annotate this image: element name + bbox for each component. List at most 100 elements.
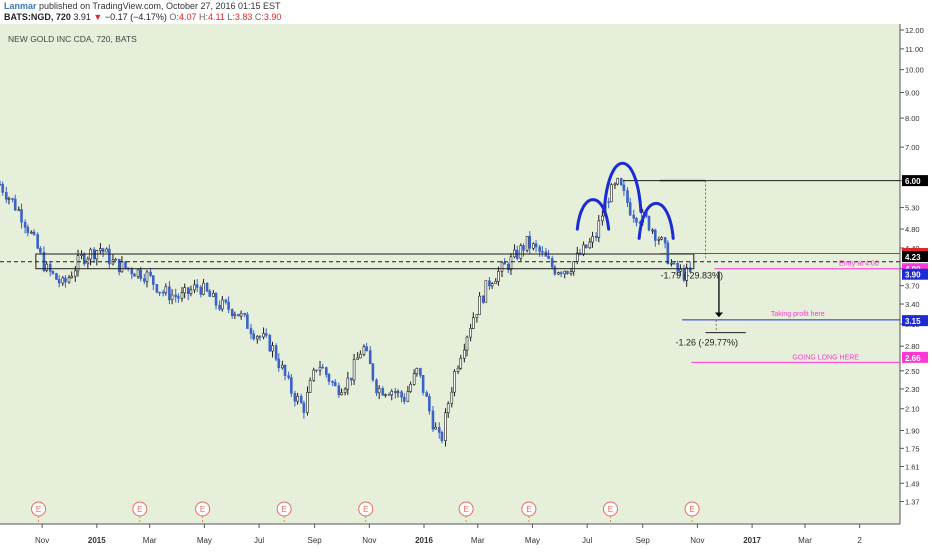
candle-body	[193, 284, 196, 291]
candle-body	[117, 258, 121, 273]
candle-body	[133, 273, 136, 277]
candle-body	[350, 377, 353, 381]
time-axis-background	[0, 524, 900, 550]
candle-body	[359, 354, 362, 359]
publish-line: Lanmar published on TradingView.com, Oct…	[4, 1, 281, 12]
ohlc-line: BATS:NGD, 720 3.91 ▼ −0.17 (−4.17%) O:4.…	[4, 12, 281, 23]
candle-body	[252, 333, 255, 340]
candle-body	[227, 301, 230, 310]
x-tick-label: May	[525, 536, 540, 545]
candle-body	[48, 263, 52, 272]
candle-body	[497, 270, 500, 282]
open-value: 4.07	[178, 12, 197, 22]
candle-body	[237, 313, 240, 317]
candle-body	[155, 284, 159, 293]
candle-body	[670, 262, 673, 265]
candle-body	[591, 236, 594, 243]
candle-body	[465, 336, 469, 351]
candle-body	[484, 280, 488, 303]
candle-body	[582, 244, 585, 255]
candle-body	[26, 226, 30, 234]
candle-body	[375, 379, 378, 394]
candle-body	[660, 237, 663, 240]
high-label: H:	[198, 12, 208, 22]
candle-body	[145, 271, 149, 282]
price-axis-background	[900, 24, 932, 550]
candle-body	[412, 373, 416, 385]
candle-body	[356, 357, 359, 360]
candle-body	[170, 294, 174, 301]
candle-body	[277, 358, 281, 369]
x-tick-label: Nov	[362, 536, 376, 545]
candle-body	[563, 270, 567, 275]
long-label: GOING LONG HERE	[792, 354, 859, 361]
candle-body	[180, 292, 184, 299]
chart-area[interactable]: NEW GOLD INC CDA, 720, BATS 12.00 11.00 10.…	[0, 24, 932, 550]
candle-body	[61, 277, 65, 284]
candle-body	[572, 261, 576, 273]
candle-body	[425, 392, 428, 397]
price-badge-text: 3.15	[905, 317, 921, 326]
candle-body	[233, 313, 237, 316]
x-tick-label: Jul	[582, 536, 592, 545]
candle-body	[663, 237, 667, 244]
candle-body	[415, 367, 419, 374]
candle-body	[136, 269, 140, 277]
y-tick-label: 1.61	[905, 462, 920, 471]
symbol-label[interactable]: BATS:NGD, 720	[4, 12, 71, 22]
candle-body	[13, 198, 17, 211]
candle-body	[124, 261, 127, 269]
candle-body	[239, 313, 243, 317]
candle-body	[635, 218, 638, 223]
earnings-marker-label: E	[526, 505, 531, 514]
candle-body	[456, 367, 460, 372]
candle-body	[569, 271, 573, 274]
candle-body	[632, 214, 636, 219]
support-zone-box	[35, 253, 695, 270]
candle-body	[177, 296, 180, 299]
candle-body	[139, 269, 143, 280]
candle-body	[475, 314, 479, 319]
y-tick-label: 10.00	[905, 66, 924, 75]
candle-body	[607, 201, 610, 204]
candle-body	[195, 284, 199, 288]
candle-body	[651, 229, 654, 232]
candle-body	[400, 391, 403, 398]
candle-body	[202, 282, 205, 295]
candle-body	[688, 267, 692, 272]
earnings-marker-label: E	[200, 505, 205, 514]
candle-body	[509, 256, 513, 271]
candle-body	[151, 275, 155, 285]
author-name[interactable]: Lanmar	[4, 1, 37, 11]
candle-body	[7, 198, 11, 200]
earnings-marker-label: E	[137, 505, 142, 514]
candle-body	[337, 385, 341, 396]
candle-body	[212, 293, 215, 297]
candle-body	[610, 184, 613, 203]
candle-body	[327, 374, 331, 382]
candle-body	[183, 287, 186, 294]
candle-body	[541, 251, 544, 253]
price-badge-bg	[902, 268, 928, 280]
candle-body	[528, 236, 532, 249]
earnings-marker-label: E	[36, 505, 41, 514]
candle-body	[396, 391, 400, 394]
y-tick-label: 8.00	[905, 114, 920, 123]
candle-body	[434, 427, 437, 430]
earnings-marker-icon	[132, 501, 148, 517]
price-chart[interactable]: NEW GOLD INC CDA, 720, BATS 12.00 11.00 10.…	[0, 24, 932, 550]
candle-body	[478, 295, 481, 315]
earnings-marker-label: E	[463, 505, 468, 514]
candle-body	[70, 275, 74, 279]
chart-title: NEW GOLD INC CDA, 720, BATS	[8, 34, 137, 44]
candle-body	[199, 287, 203, 295]
candle-body	[685, 267, 688, 281]
high-value: 4.11	[207, 12, 225, 22]
candle-body	[647, 215, 651, 231]
candle-body	[446, 403, 450, 413]
x-tick-label: Mar	[798, 536, 812, 545]
y-tick-label: 1.75	[905, 444, 920, 453]
candle-body	[99, 248, 102, 251]
y-tick-label: 7.00	[905, 143, 920, 152]
candle-body	[340, 392, 343, 396]
